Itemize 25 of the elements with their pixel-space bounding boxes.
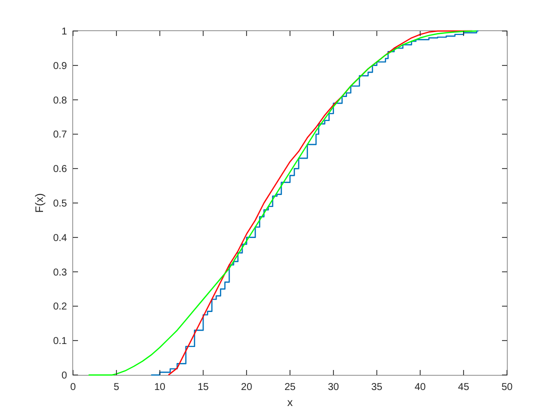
x-tick-label: 20 [241,382,253,393]
x-tick-label: 50 [501,382,513,393]
y-tick-label: 0.3 [53,267,68,278]
x-axis-title: x [287,397,294,409]
y-tick-label: 0 [61,370,68,382]
y-tick-label: 0.4 [53,232,68,244]
y-tick-label: 0.2 [53,302,68,313]
x-tick-label: 35 [371,382,383,393]
x-tick-label: 30 [328,382,340,393]
x-tick-label: 0 [70,382,76,393]
y-tick-label: 0.9 [53,60,68,72]
y-axis-title: F(x) [34,193,46,213]
y-tick-label: 0.7 [53,130,68,141]
x-tick-label: 15 [198,382,210,393]
x-tick-label: 45 [458,382,470,393]
line-series [88,30,478,376]
x-tick-label: 5 [114,382,120,393]
y-tick-label: 0.8 [53,95,68,106]
y-tick-label: 0.6 [53,164,68,176]
x-tick-label: 10 [154,382,166,393]
y-tick-label: 0.5 [53,198,68,210]
x-tick-label: 25 [284,382,296,393]
y-tick-label: 0.1 [53,336,68,348]
x-tick-label: 40 [414,382,426,393]
y-tick-label: 1 [61,26,68,38]
